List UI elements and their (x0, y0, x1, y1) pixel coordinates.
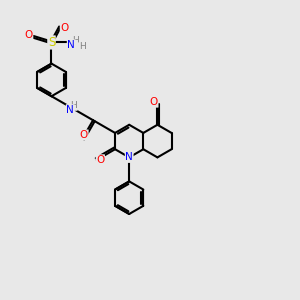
Text: O: O (96, 155, 104, 165)
Text: O: O (80, 130, 88, 140)
Text: S: S (48, 36, 55, 49)
Text: H: H (79, 42, 86, 51)
Text: N: N (67, 40, 75, 50)
Text: N: N (125, 152, 133, 162)
Text: O: O (150, 97, 158, 107)
Text: O: O (25, 30, 33, 40)
Text: H: H (72, 36, 78, 45)
Text: H: H (70, 101, 77, 110)
Text: N: N (66, 105, 74, 115)
Text: O: O (60, 23, 69, 33)
